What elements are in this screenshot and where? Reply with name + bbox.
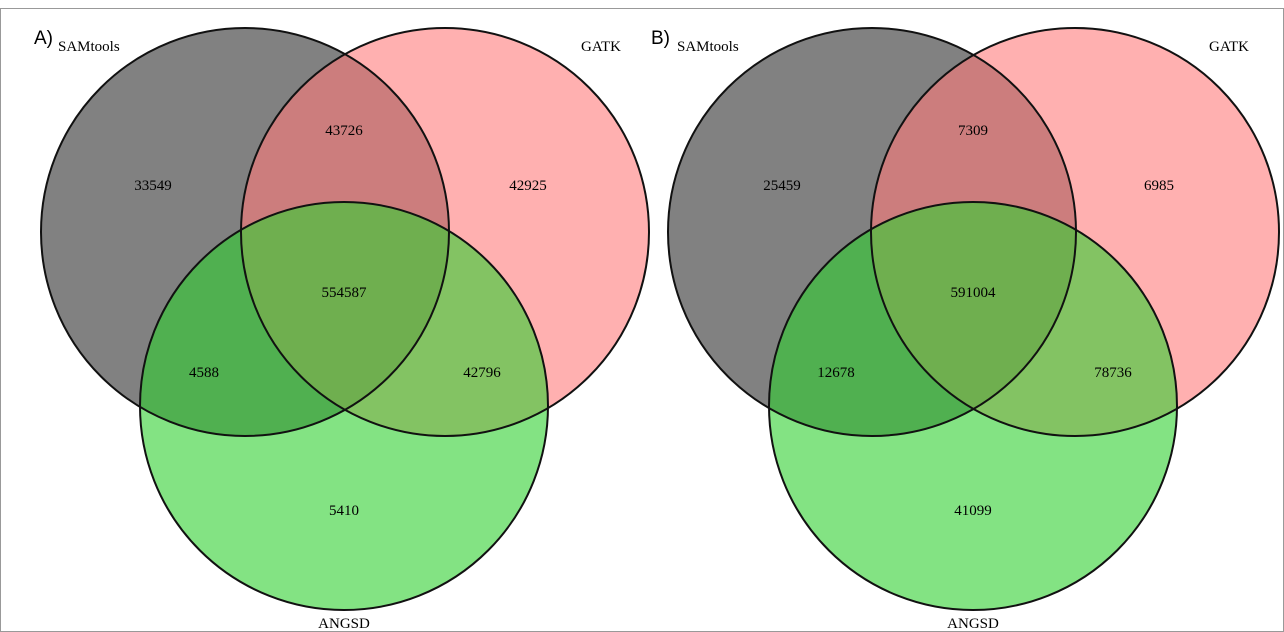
- panel-a-gatk-angsd-count: 42796: [463, 365, 501, 381]
- panel-a-all-three-count: 554587: [322, 285, 368, 301]
- panel-a-samtools-gatk-count: 43726: [325, 123, 363, 139]
- panel-b-samtools-label: SAMtools: [677, 39, 739, 55]
- panel-b-samtools-only-count: 25459: [763, 178, 801, 194]
- panel-a-gatk-only-count: 42925: [509, 178, 547, 194]
- panel-b-samtools-angsd-count: 12678: [817, 365, 855, 381]
- panel-a-gatk-label: GATK: [581, 39, 621, 55]
- panel-b-angsd-only-count: 41099: [954, 503, 992, 519]
- panel-b-samtools-outline: [667, 27, 1077, 437]
- panel-a-gatk-outline: [240, 27, 650, 437]
- panel-b-all-three-count: 591004: [951, 285, 997, 301]
- panel-b-gatk-angsd-count: 78736: [1094, 365, 1132, 381]
- panel-a-angsd-only-count: 5410: [329, 503, 359, 519]
- panel-a-samtools-only-count: 33549: [134, 178, 172, 194]
- panel-a-letter: A): [34, 28, 53, 49]
- panel-a: A) SAMtools GATK ANGSD 33549 42925 5410 …: [34, 27, 650, 632]
- panel-a-samtools-angsd-count: 4588: [189, 365, 219, 381]
- panel-a-angsd-outline: [139, 201, 549, 611]
- panel-b-angsd-label: ANGSD: [947, 616, 999, 632]
- panel-b-gatk-outline: [870, 27, 1280, 437]
- panel-b-angsd-outline: [768, 201, 1178, 611]
- panel-a-samtools-label: SAMtools: [58, 39, 120, 55]
- panel-a-angsd-label: ANGSD: [318, 616, 370, 632]
- panel-b-letter: B): [651, 28, 670, 49]
- panel-b-samtools-gatk-count: 7309: [958, 123, 988, 139]
- panel-b-gatk-only-count: 6985: [1144, 178, 1174, 194]
- panel-b-gatk-label: GATK: [1209, 39, 1249, 55]
- panel-a-angsd-circle: [140, 202, 548, 610]
- panel-b: B) SAMtools GATK ANGSD 25459 6985 41099 …: [651, 27, 1280, 632]
- panel-b-angsd-circle: [769, 202, 1177, 610]
